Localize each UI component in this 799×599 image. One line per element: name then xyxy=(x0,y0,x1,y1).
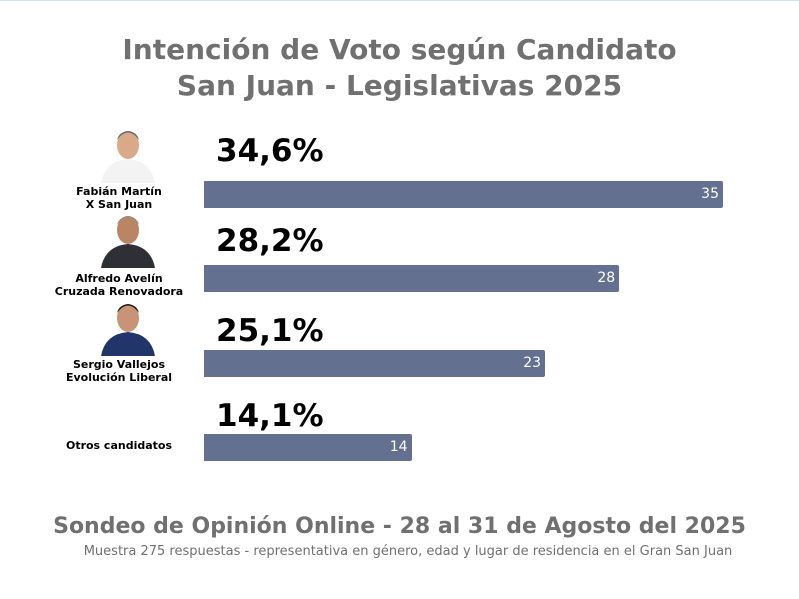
candidate-name: Otros candidatos xyxy=(65,439,173,452)
candidate-label: Fabián Martín X San Juan xyxy=(24,185,214,211)
percent-label: 28,2% xyxy=(216,223,324,259)
candidate-name: Sergio Vallejos xyxy=(72,358,166,371)
percent-label: 14,1% xyxy=(216,398,324,434)
percent-label: 25,1% xyxy=(216,313,324,349)
bar: 28 xyxy=(204,265,620,292)
candidate-name: Fabián Martín xyxy=(76,185,162,198)
chart-title: Intención de Voto según Candidato xyxy=(122,33,677,66)
candidate-label: Sergio Vallejos Evolución Liberal xyxy=(24,358,214,384)
bar-value-label: 35 xyxy=(701,186,719,202)
percent-label: 34,6% xyxy=(216,133,324,169)
candidate-name: Alfredo Avelín xyxy=(75,272,163,285)
bar-value-label: 23 xyxy=(523,355,542,371)
bar: 23 xyxy=(204,350,546,377)
candidate-party: Cruzada Renovadora xyxy=(54,285,184,298)
bar-value-label: 14 xyxy=(389,439,408,455)
candidate-photo xyxy=(101,131,155,183)
candidate-label: Otros candidatos xyxy=(24,439,214,452)
bar-value-label: 28 xyxy=(597,270,616,286)
chart-subtitle: San Juan - Legislativas 2025 xyxy=(176,69,623,102)
footer-note: Muestra 275 respuestas - representativa … xyxy=(83,544,733,559)
candidate-photo xyxy=(101,216,155,268)
candidate-party: X San Juan xyxy=(85,198,153,211)
candidate-party: Evolución Liberal xyxy=(65,371,173,384)
candidate-photo xyxy=(101,304,155,356)
bar: 14 xyxy=(204,434,412,461)
candidate-label: Alfredo Avelín Cruzada Renovadora xyxy=(24,272,214,298)
bar: 35 xyxy=(204,181,723,208)
footer-title: Sondeo de Opinión Online - 28 al 31 de A… xyxy=(53,514,746,539)
